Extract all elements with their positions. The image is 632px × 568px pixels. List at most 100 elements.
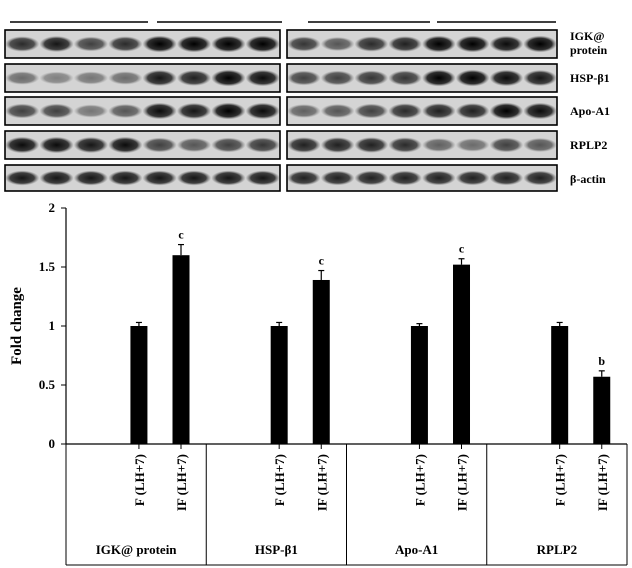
- group-label: RPLP2: [537, 542, 577, 557]
- blot-band: [245, 137, 280, 153]
- bar: [312, 279, 330, 444]
- blot-band: [39, 71, 74, 85]
- bar: [410, 326, 428, 444]
- blot-band: [39, 136, 74, 154]
- fold-change-bar-chart: 0 0.5 1 1.5 2 Fold change F (LH+7) c IF (LH+7) IG…: [9, 200, 628, 566]
- blot-band: [455, 170, 490, 186]
- blot-row-label: IGK@ protein: [570, 29, 607, 57]
- blot-band: [39, 103, 74, 119]
- blot-band: [245, 102, 280, 120]
- blot-row-label-line: IGK@: [570, 29, 605, 43]
- y-tick-label: 1: [49, 318, 56, 333]
- blot-band: [108, 136, 143, 154]
- blot-band: [422, 138, 456, 152]
- blot-band: [211, 137, 246, 153]
- blot-band: [211, 35, 246, 53]
- x-bar-label: IF (LH+7): [455, 454, 470, 511]
- significance-letter: c: [178, 228, 184, 242]
- blot-band: [287, 104, 321, 118]
- blot-band: [287, 137, 321, 153]
- blot-band: [320, 36, 355, 52]
- blot-band: [5, 71, 40, 85]
- y-tick-label: 1.5: [39, 259, 56, 274]
- x-bar-label: IF (LH+7): [314, 454, 329, 511]
- blot-band: [388, 36, 422, 52]
- significance-letter: c: [459, 242, 465, 256]
- group-label: Apo-A1: [395, 542, 438, 557]
- blot-band: [245, 170, 280, 186]
- blot-band: [108, 71, 143, 85]
- blot-row-label-line: Apo-A1: [570, 104, 610, 118]
- blot-band: [354, 70, 389, 86]
- blot-band: [422, 170, 456, 186]
- blot-band: [39, 170, 74, 186]
- blot-band: [455, 35, 490, 53]
- blot-band: [422, 35, 456, 53]
- blot-band: [5, 136, 40, 154]
- blot-row-label: RPLP2: [570, 138, 607, 152]
- blot-band: [354, 36, 389, 52]
- blot-band: [523, 137, 557, 153]
- x-bar-label: F (LH+7): [272, 454, 287, 506]
- significance-letter: b: [598, 354, 605, 368]
- blot-band: [73, 170, 109, 186]
- blot-band: [142, 170, 177, 186]
- blot-row-label: β-actin: [570, 172, 606, 186]
- blot-band: [287, 70, 321, 86]
- x-bar-label: F (LH+7): [132, 454, 147, 506]
- bar: [130, 326, 148, 444]
- blot-band: [5, 36, 40, 52]
- y-tick-label: 0: [49, 436, 56, 451]
- x-bar-label: IF (LH+7): [174, 454, 189, 511]
- blot-band: [176, 102, 212, 120]
- y-tick-label: 0.5: [39, 377, 56, 392]
- blot-band: [108, 36, 143, 52]
- blot-band: [5, 170, 40, 186]
- blot-band: [388, 170, 422, 186]
- blot-band: [320, 103, 355, 119]
- blot-band: [73, 36, 109, 52]
- blot-band: [320, 70, 355, 86]
- blot-row-label-line: RPLP2: [570, 138, 607, 152]
- blot-band: [523, 102, 557, 120]
- y-axis-label: Fold change: [9, 287, 25, 365]
- blot-band: [354, 103, 389, 119]
- significance-letter: c: [319, 254, 325, 268]
- blot-band: [245, 35, 280, 53]
- blot-band: [176, 170, 212, 186]
- blot-band: [176, 70, 212, 86]
- blot-band: [142, 69, 177, 87]
- blot-band: [489, 137, 524, 153]
- blot-band: [489, 102, 524, 120]
- blot-band: [354, 170, 389, 186]
- blot-band: [73, 71, 109, 85]
- blot-row-label-line: HSP-β1: [570, 71, 610, 85]
- blot-band: [5, 103, 40, 119]
- x-bar-label: IF (LH+7): [595, 454, 610, 511]
- blot-band: [455, 138, 490, 152]
- blot-band: [211, 170, 246, 186]
- blot-band: [176, 35, 212, 53]
- bar: [593, 376, 611, 444]
- group-label: IGK@ protein: [96, 542, 178, 557]
- blot-band: [489, 170, 524, 186]
- blot-row-label-line: β-actin: [570, 172, 606, 186]
- blot-band: [73, 104, 109, 118]
- western-blot-panel: IGK@ protein HSP-β1 Apo-A1 RPLP2 β-actin: [4, 21, 610, 192]
- blot-band: [142, 35, 177, 53]
- blot-band: [211, 69, 246, 87]
- blot-band: [320, 137, 355, 153]
- blot-band: [73, 136, 109, 154]
- blot-band: [142, 102, 177, 120]
- blot-band: [489, 69, 524, 87]
- blot-band: [388, 103, 422, 119]
- blot-band: [489, 35, 524, 53]
- blot-band: [108, 103, 143, 119]
- blot-band: [422, 103, 456, 119]
- blot-band: [388, 137, 422, 153]
- blot-row-label: Apo-A1: [570, 104, 610, 118]
- blot-band: [39, 35, 74, 53]
- x-bar-label: F (LH+7): [553, 454, 568, 506]
- bar: [172, 255, 190, 444]
- bar: [270, 326, 288, 444]
